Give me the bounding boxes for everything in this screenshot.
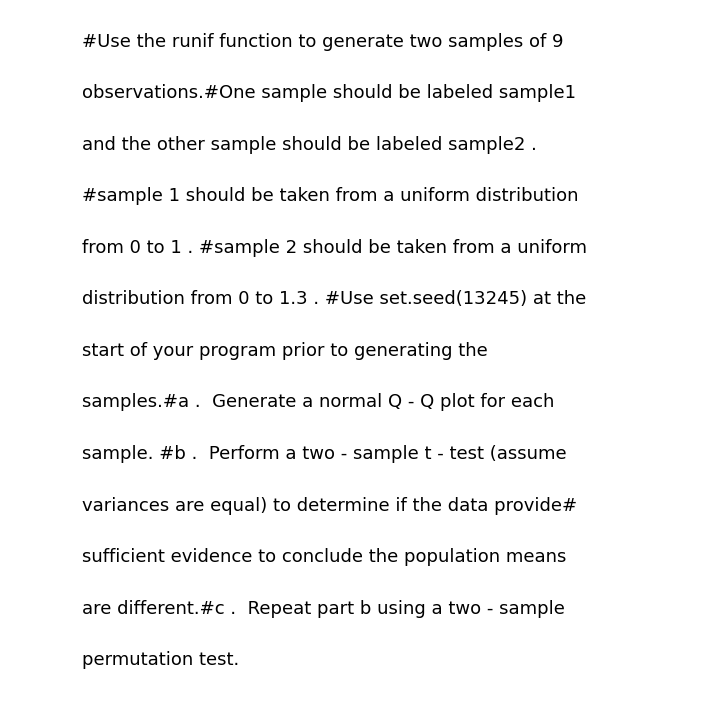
Text: distribution from 0 to 1.3 . #Use set.seed(13245) at the: distribution from 0 to 1.3 . #Use set.se…: [82, 290, 586, 309]
Text: #Use the runif function to generate two samples of 9: #Use the runif function to generate two …: [82, 33, 563, 51]
Text: are different.#c .  Repeat part b using a two - sample: are different.#c . Repeat part b using a…: [82, 600, 565, 618]
Text: sample. #b .  Perform a two - sample t - test (assume: sample. #b . Perform a two - sample t - …: [82, 445, 567, 463]
Text: permutation test.: permutation test.: [82, 651, 240, 669]
Text: #sample 1 should be taken from a uniform distribution: #sample 1 should be taken from a uniform…: [82, 187, 579, 205]
Text: sufficient evidence to conclude the population means: sufficient evidence to conclude the popu…: [82, 548, 567, 566]
Text: from 0 to 1 . #sample 2 should be taken from a uniform: from 0 to 1 . #sample 2 should be taken …: [82, 239, 587, 257]
Text: and the other sample should be labeled sample2 .: and the other sample should be labeled s…: [82, 136, 537, 154]
Text: observations.#One sample should be labeled sample1: observations.#One sample should be label…: [82, 84, 576, 102]
Text: start of your program prior to generating the: start of your program prior to generatin…: [82, 342, 488, 360]
Text: variances are equal) to determine if the data provide#: variances are equal) to determine if the…: [82, 497, 578, 515]
Text: samples.#a .  Generate a normal Q - Q plot for each: samples.#a . Generate a normal Q - Q plo…: [82, 393, 555, 412]
